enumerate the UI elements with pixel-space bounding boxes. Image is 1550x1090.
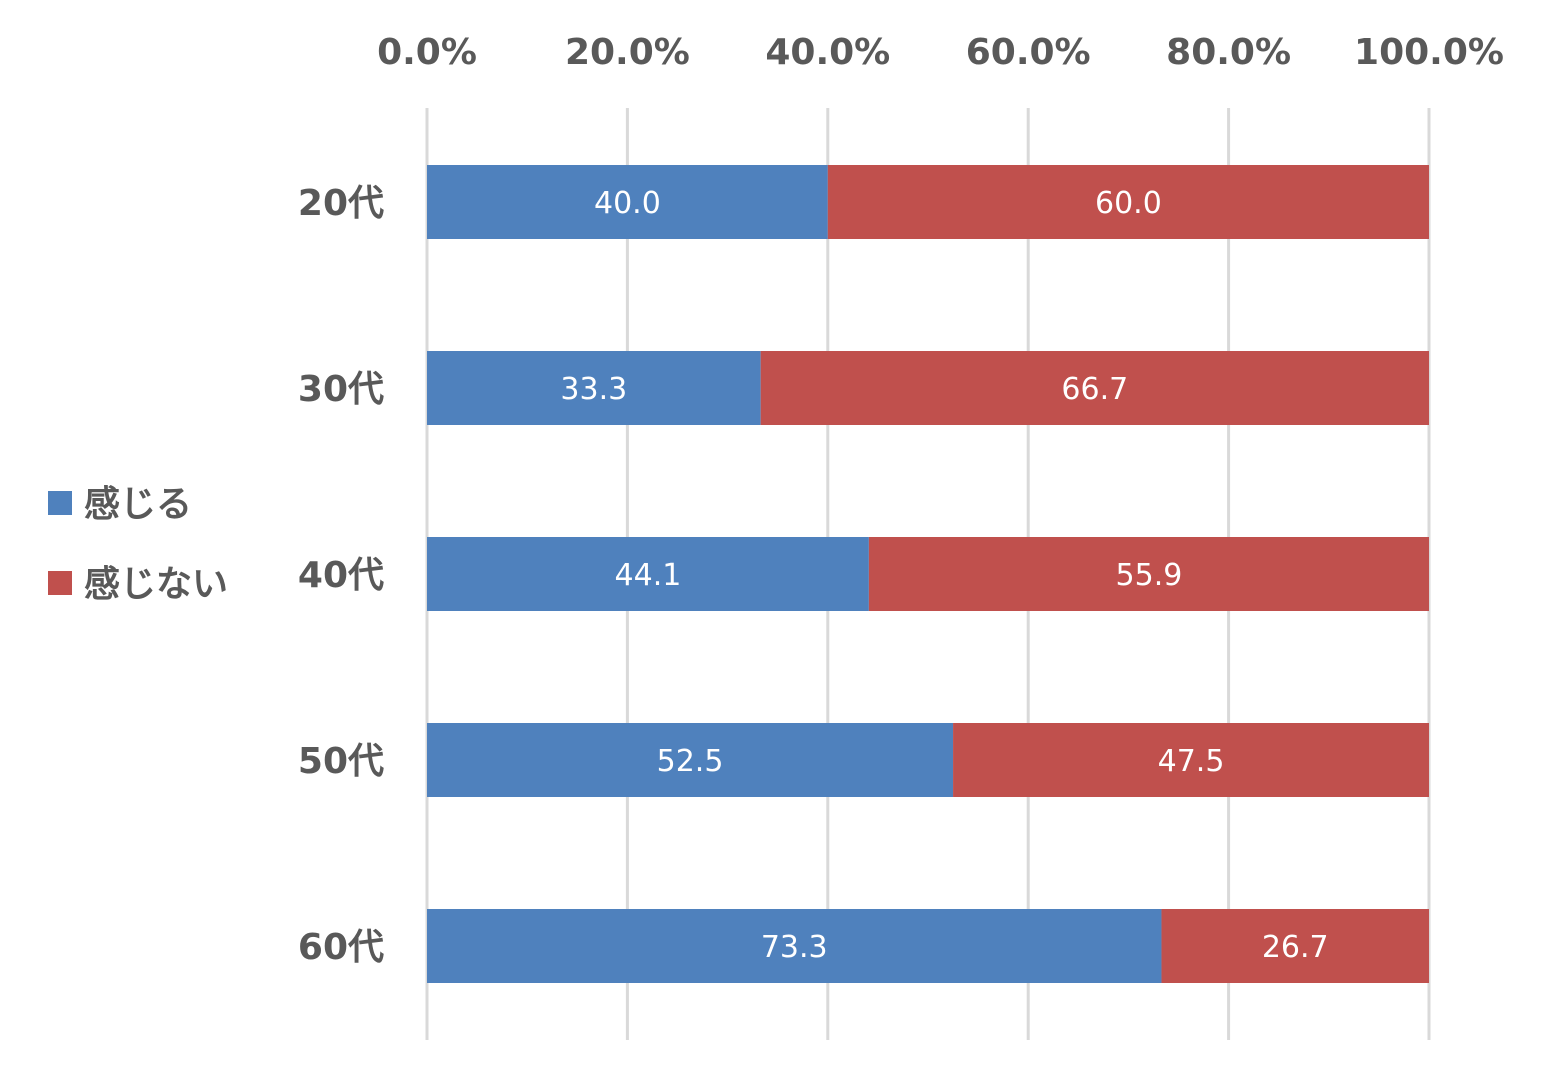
x-tick-label: 60.0% — [966, 32, 1091, 73]
data-label: 26.7 — [1262, 930, 1329, 965]
data-label: 66.7 — [1061, 372, 1128, 407]
legend-label: 感じない — [84, 564, 228, 605]
data-label: 44.1 — [615, 558, 682, 593]
category-label: 60代 — [298, 927, 384, 968]
bar-segment — [427, 165, 828, 239]
category-label: 40代 — [298, 555, 384, 596]
bar-segment — [427, 537, 869, 611]
data-label: 73.3 — [761, 930, 828, 965]
bar-segment — [760, 351, 1429, 425]
bar-segment — [1161, 909, 1429, 983]
bar-segment — [868, 537, 1429, 611]
legend-label: 感じる — [84, 484, 192, 525]
legend-swatch — [48, 571, 72, 595]
bar-segment — [827, 165, 1429, 239]
data-label: 47.5 — [1158, 744, 1225, 779]
category-label: 30代 — [298, 369, 384, 410]
data-label: 60.0 — [1095, 186, 1162, 221]
category-label: 50代 — [298, 741, 384, 782]
x-tick-label: 40.0% — [765, 32, 890, 73]
bars: 40.0 60.0 33.3 66.7 44.1 55.9 52.5 47.5 73.3 26.7 — [427, 165, 1429, 983]
bar-segment — [427, 909, 1162, 983]
data-label: 33.3 — [560, 372, 627, 407]
bar-segment — [427, 723, 954, 797]
category-label: 20代 — [298, 183, 384, 224]
data-label: 52.5 — [657, 744, 724, 779]
x-tick-label: 20.0% — [565, 32, 690, 73]
legend-swatch — [48, 491, 72, 515]
x-tick-label: 0.0% — [377, 32, 477, 73]
x-tick-label: 100.0% — [1354, 32, 1504, 73]
bar-segment — [953, 723, 1429, 797]
category-labels: 20代 30代 40代 50代 60代 — [298, 183, 384, 968]
data-label: 40.0 — [594, 186, 661, 221]
x-axis-ticks: 0.0% 20.0% 40.0% 60.0% 80.0% 100.0% — [377, 32, 1504, 73]
data-label: 55.9 — [1116, 558, 1183, 593]
x-tick-label: 80.0% — [1166, 32, 1291, 73]
bar-segment — [427, 351, 761, 425]
